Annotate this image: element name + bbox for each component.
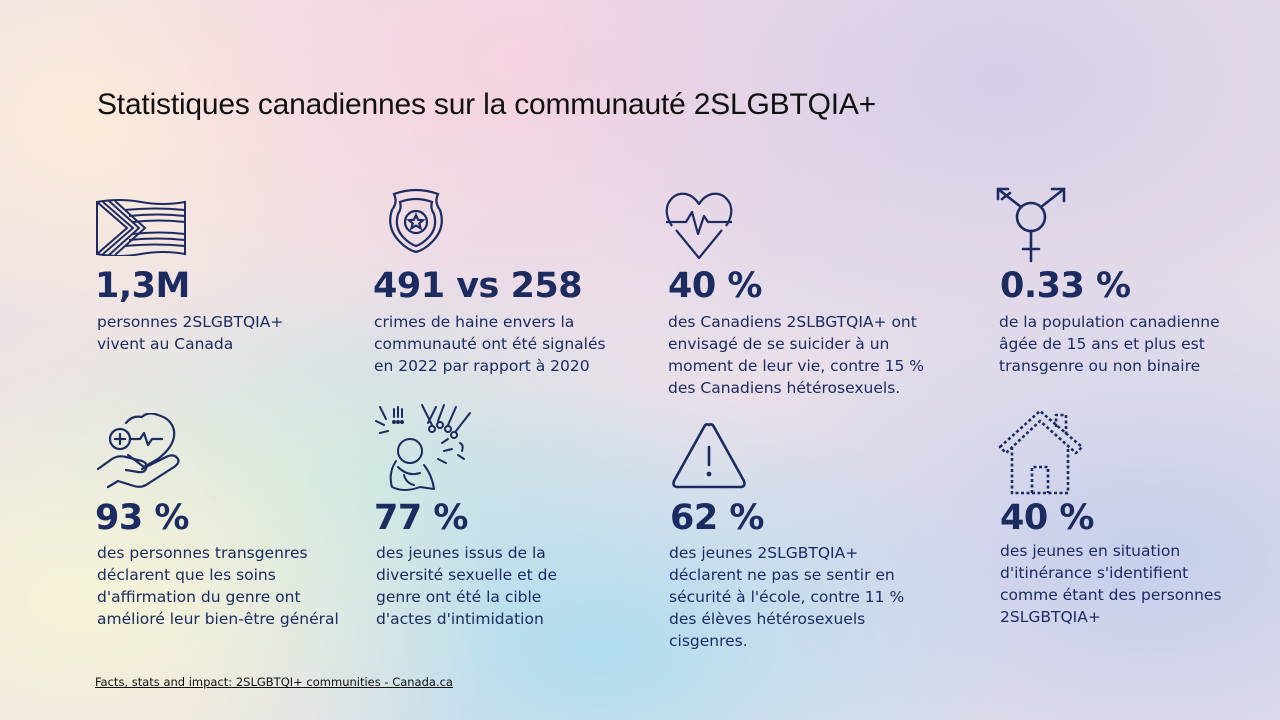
stat-value: 491 vs 258 — [373, 266, 583, 306]
stat-description: des Canadiens 2SLBGTQIA+ ont envisagé de… — [668, 313, 924, 397]
stat-value: 77 % — [374, 498, 468, 538]
stat-description: de la population canadienne âgée de 15 a… — [999, 313, 1220, 375]
hand-heart-icon — [96, 413, 186, 489]
stat-description: des personnes transgenres déclarent que … — [97, 544, 339, 628]
house-icon — [996, 407, 1086, 495]
transgender-symbol-icon — [992, 185, 1070, 265]
stat-description: des jeunes 2SLGBTQIA+ déclarent ne pas s… — [669, 544, 905, 650]
stat-value: 40 % — [668, 266, 762, 306]
source-link[interactable]: Facts, stats and impact: 2SLGBTQI+ commu… — [95, 675, 453, 689]
progress-flag-icon — [95, 198, 187, 256]
warning-icon — [670, 421, 748, 491]
stat-description: des jeunes issus de la diversité sexuell… — [376, 544, 558, 628]
heartbeat-icon — [664, 190, 734, 260]
stat-description: personnes 2SLGBTQIA+ vivent au Canada — [97, 313, 284, 353]
stat-value: 1,3M — [95, 266, 190, 306]
stat-description: des jeunes en situation d'itinérance s'i… — [1000, 542, 1222, 626]
stat-description: crimes de haine envers la communauté ont… — [374, 313, 606, 375]
police-badge-icon — [380, 188, 452, 254]
stat-value: 62 % — [670, 498, 764, 538]
stat-value: 40 % — [1000, 498, 1094, 538]
page-title: Statistiques canadiennes sur la communau… — [97, 88, 876, 121]
stat-value: 0.33 % — [1000, 266, 1131, 306]
stat-value: 93 % — [95, 498, 189, 538]
bullying-icon — [374, 403, 478, 495]
